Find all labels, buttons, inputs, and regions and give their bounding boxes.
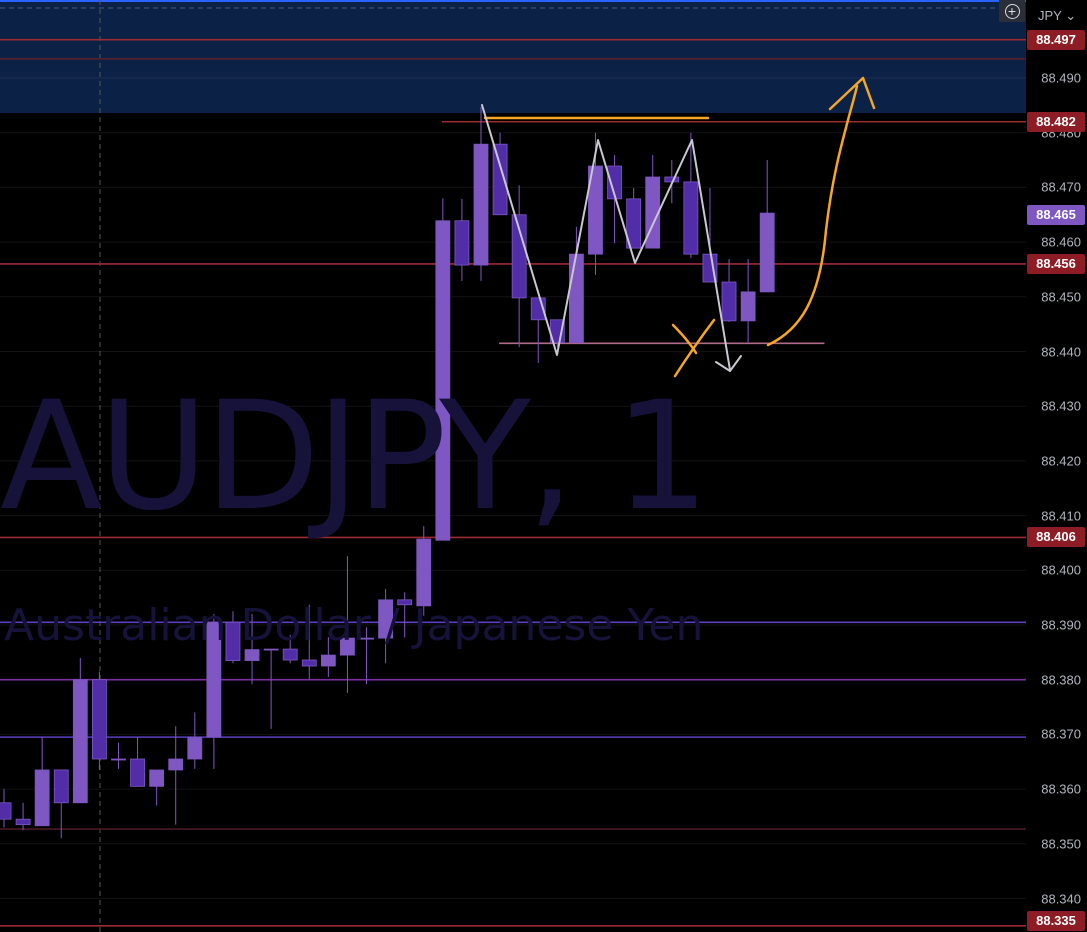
candle-body[interactable]: [244, 649, 260, 661]
price-tag[interactable]: 88.482: [1027, 111, 1085, 132]
candle-body[interactable]: [740, 291, 756, 322]
candle-body[interactable]: [340, 637, 355, 656]
price-tag[interactable]: 88.456: [1027, 253, 1085, 274]
candle-body[interactable]: [320, 654, 336, 667]
candle-body[interactable]: [492, 143, 508, 216]
candle-body[interactable]: [130, 758, 145, 787]
candle-body[interactable]: [263, 648, 279, 651]
x-mark-drawing[interactable]: [671, 318, 716, 378]
arrow-down-head: [715, 355, 742, 372]
candle-body[interactable]: [168, 758, 184, 771]
candle-body[interactable]: [721, 281, 737, 322]
candle-body[interactable]: [111, 758, 126, 761]
price-tick-label: 88.360: [1041, 781, 1081, 797]
candle-body[interactable]: [15, 818, 31, 826]
price-tick-label: 88.400: [1041, 562, 1081, 578]
price-tick-label: 88.340: [1041, 891, 1081, 906]
candle-body[interactable]: [0, 802, 12, 820]
plus-icon: +: [1004, 3, 1020, 19]
currency-selector[interactable]: JPY ⌄: [1038, 8, 1076, 24]
candle-body[interactable]: [359, 637, 374, 640]
zigzag-drawing[interactable]: [481, 104, 731, 371]
candle-body[interactable]: [683, 181, 699, 255]
candle-body[interactable]: [759, 212, 775, 293]
price-tag[interactable]: 88.465: [1027, 204, 1085, 225]
candle-body[interactable]: [187, 736, 203, 760]
price-tick-label: 88.420: [1041, 453, 1081, 469]
candle-body[interactable]: [435, 220, 451, 541]
candle-body[interactable]: [473, 143, 489, 266]
price-tag[interactable]: 88.335: [1027, 911, 1085, 931]
price-tick-label: 88.380: [1041, 672, 1081, 688]
candle-body[interactable]: [664, 176, 680, 183]
candle-body[interactable]: [72, 679, 88, 804]
currency-label: JPY: [1038, 8, 1062, 23]
price-tick-label: 88.410: [1041, 508, 1081, 524]
price-tag[interactable]: 88.406: [1027, 527, 1085, 548]
curved-arrow-head: [828, 76, 876, 111]
candle-body[interactable]: [149, 769, 165, 787]
candle-body[interactable]: [588, 165, 603, 255]
price-tag[interactable]: 88.497: [1027, 29, 1085, 50]
price-tick-label: 88.390: [1041, 617, 1081, 633]
candle-body[interactable]: [454, 220, 470, 266]
price-tick-label: 88.430: [1041, 398, 1081, 414]
candle-body[interactable]: [301, 659, 317, 667]
candle-body[interactable]: [92, 679, 107, 760]
price-axis[interactable]: 88.490 88.480 88.470 88.460 88.450 88.440 88.4…: [1026, 0, 1087, 932]
add-button[interactable]: +: [999, 0, 1025, 22]
candle-body[interactable]: [511, 214, 527, 299]
price-tick-label: 88.370: [1041, 726, 1081, 742]
target-zone[interactable]: [0, 0, 1026, 114]
price-tick-label: 88.450: [1041, 289, 1081, 305]
chevron-down-icon: ⌄: [1065, 8, 1077, 23]
curved-arrow-drawing[interactable]: [766, 84, 859, 347]
candle-body[interactable]: [225, 621, 241, 661]
candle-body[interactable]: [416, 538, 432, 607]
price-tick-label: 88.460: [1041, 234, 1081, 250]
price-tick-label: 88.350: [1041, 836, 1081, 852]
candle-body[interactable]: [378, 599, 394, 639]
candle-body[interactable]: [34, 769, 50, 827]
price-tick-label: 88.440: [1041, 344, 1081, 359]
candle-body[interactable]: [607, 165, 622, 200]
price-tick-label: 88.490: [1041, 70, 1081, 86]
candle-body[interactable]: [282, 648, 298, 661]
candle-body[interactable]: [53, 769, 69, 804]
candle-body[interactable]: [206, 621, 222, 738]
candle-body[interactable]: [626, 198, 642, 249]
candle-body[interactable]: [397, 599, 413, 606]
price-tick-label: 88.470: [1041, 179, 1081, 195]
candle-body[interactable]: [569, 253, 584, 344]
